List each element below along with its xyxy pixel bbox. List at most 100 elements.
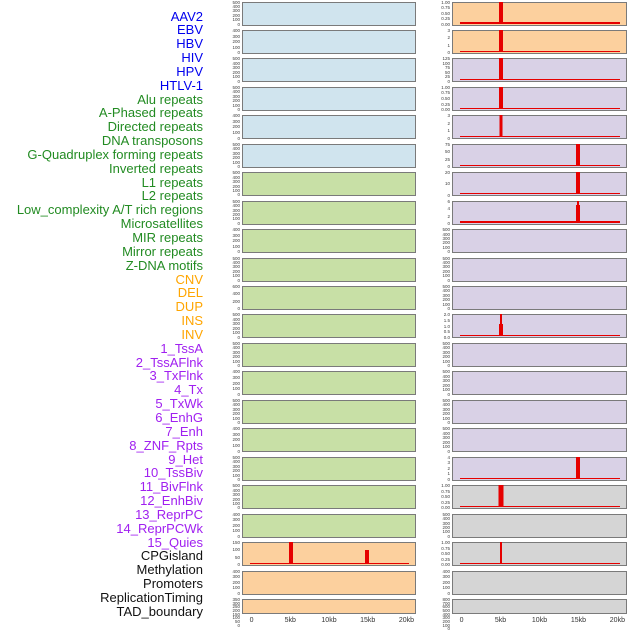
y-tick-label: 350 — [232, 596, 240, 602]
y-tick-label: 600 — [442, 604, 450, 610]
y-tick-label: 100 — [442, 387, 450, 393]
y-tick-label: 200 — [232, 98, 240, 104]
y-tick-label: 200 — [232, 183, 240, 189]
y-tick-label: 200 — [232, 354, 240, 360]
y-tick-label: 400 — [442, 568, 450, 574]
y-tick-label: 20 — [444, 170, 450, 176]
y-tick-label: 300 — [442, 406, 450, 412]
x-axis-tick-left-20kb: 20kb — [398, 617, 415, 624]
y-tick-label: 0.75 — [441, 545, 450, 551]
x-axis-tick-left-5kb: 5kb — [284, 617, 296, 624]
signal-baseline — [459, 505, 620, 508]
panel-5-txwk — [452, 172, 627, 197]
signal-baseline — [459, 107, 620, 109]
row-label-inv: INV — [181, 326, 203, 342]
row-label-ebv: EBV — [176, 22, 203, 38]
panel-replicationtiming — [452, 570, 627, 595]
y-axis-ticks-10-tssbiv: 2.0 1.5 1.0 0.5 0.0 — [428, 313, 450, 339]
y-tick-label: 300 — [442, 264, 450, 270]
y-tick-label: 200 — [232, 298, 240, 304]
signal-spike — [499, 86, 503, 109]
y-tick-label: 0 — [237, 391, 240, 397]
y-axis-ticks-inverted-repeats: 500 400 300 200 100 0 — [218, 313, 240, 339]
y-tick-label: 100 — [232, 102, 240, 108]
panel-htlv-1 — [242, 143, 416, 168]
y-axis-ticks-9-het: 500 400 300 200 100 0 — [428, 284, 450, 311]
y-tick-label: 500 — [232, 397, 240, 403]
panel-4-tx — [452, 143, 627, 168]
y-tick-label: 0 — [447, 420, 450, 426]
y-tick-label: 2 — [447, 465, 450, 471]
y-tick-label: 0 — [237, 306, 240, 312]
y-tick-label: 300 — [232, 431, 240, 437]
y-axis-ticks-z-dna-motifs: 400 300 200 100 0 — [218, 512, 240, 539]
y-tick-label: 0 — [447, 192, 450, 198]
y-tick-label: 200 — [442, 411, 450, 417]
y-tick-label: 0 — [447, 50, 450, 56]
y-tick-label: 200 — [442, 579, 450, 585]
y-tick-label: 50 — [444, 149, 450, 155]
panel-cpgisland — [452, 485, 627, 510]
y-axis-ticks-4-tx: 75 50 25 0 — [428, 142, 450, 169]
y-tick-label: 3 — [447, 460, 450, 466]
y-tick-label: 100 — [232, 44, 240, 50]
panel-cnv — [242, 542, 416, 567]
panel-l1-repeats — [242, 342, 416, 367]
y-tick-label: 0 — [237, 590, 240, 596]
y-tick-label: 500 — [232, 0, 240, 5]
y-tick-label: 500 — [442, 340, 450, 346]
signal-spike — [499, 58, 503, 81]
panel-del — [242, 570, 416, 595]
y-tick-label: 100 — [442, 622, 450, 628]
y-tick-label: 0 — [447, 477, 450, 482]
y-axis-ticks-8-znf-rpts: 500 400 300 200 100 0 — [428, 256, 450, 283]
y-axis-ticks-14-reprpcwk: 500 400 300 200 100 0 — [428, 427, 450, 453]
y-tick-label: 500 — [232, 198, 240, 204]
y-tick-label: 100 — [232, 615, 240, 621]
y-tick-label: 200 — [442, 382, 450, 388]
y-tick-label: 2 — [447, 213, 450, 219]
y-tick-label: 500 — [442, 369, 450, 375]
y-tick-label: 0.50 — [441, 10, 450, 16]
y-tick-label: 400 — [232, 345, 240, 351]
row-label-l2-repeats: L2 repeats — [141, 188, 203, 204]
panel-g-quadruplex-forming-repeats — [242, 286, 416, 310]
y-tick-label: 0.75 — [441, 5, 450, 11]
y-tick-label: 0 — [237, 505, 240, 511]
row-label-hbv: HBV — [176, 36, 203, 52]
y-tick-label: 2 — [447, 120, 450, 126]
y-tick-label: 200 — [232, 212, 240, 217]
y-tick-label: 500 — [232, 483, 240, 489]
row-label-replicationtiming: ReplicationTiming — [100, 589, 203, 605]
y-tick-label: 300 — [442, 615, 450, 621]
y-tick-label: 400 — [232, 487, 240, 493]
signal-baseline — [459, 193, 620, 195]
y-axis-ticks-directed-repeats: 400 300 200 100 0 — [218, 228, 240, 254]
y-tick-label: 100 — [232, 500, 240, 506]
y-tick-label: 700 — [442, 600, 450, 606]
panel-z-dna-motifs — [242, 513, 416, 538]
y-tick-label: 300 — [232, 374, 240, 380]
row-label-inverted-repeats: Inverted repeats — [109, 160, 203, 176]
y-tick-label: 500 — [442, 608, 450, 613]
panel-11-bivflnk — [452, 342, 627, 367]
y-tick-label: 0 — [237, 135, 240, 141]
y-tick-label: 300 — [232, 8, 240, 14]
signal-spike — [499, 324, 503, 337]
y-tick-label: 0 — [447, 78, 450, 84]
y-tick-label: 400 — [232, 459, 240, 465]
row-label-cnv: CNV — [175, 271, 203, 287]
y-tick-label: 200 — [232, 155, 240, 161]
y-tick-label: 1 — [447, 471, 450, 477]
signal-spike — [500, 542, 502, 565]
row-label-l1-repeats: L1 repeats — [141, 174, 203, 190]
y-tick-label: 1.00 — [441, 84, 450, 90]
row-label-10-tssbiv: 10_TssBiv — [143, 465, 203, 481]
row-label-9-het: 9_Het — [168, 451, 203, 467]
y-axis-ticks-cnv: 150 100 50 0 — [218, 540, 240, 567]
signal-baseline — [459, 136, 620, 138]
y-tick-label: 300 — [442, 574, 450, 580]
